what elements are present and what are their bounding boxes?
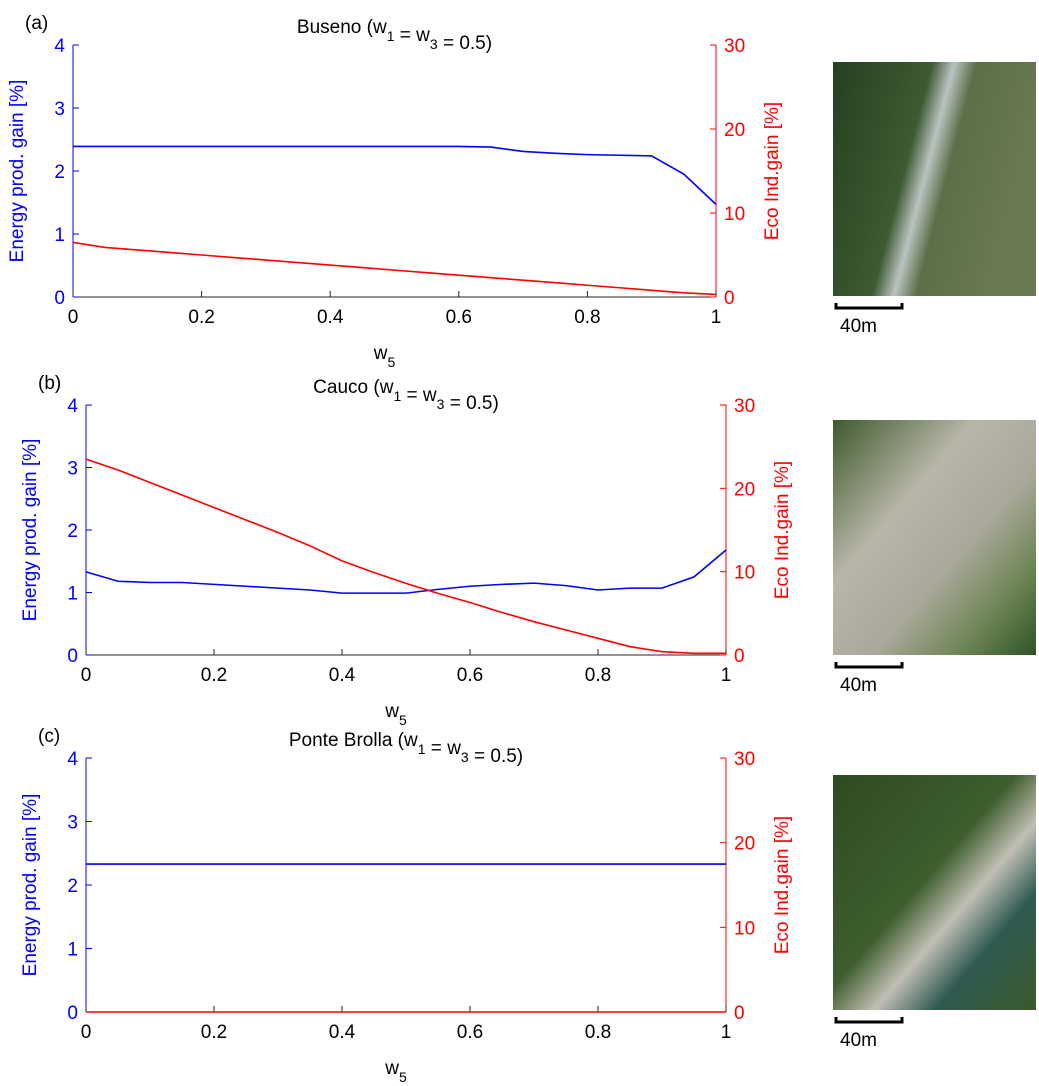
- y-tick-label: 2: [54, 162, 65, 183]
- y2-tick-label: 30: [724, 36, 745, 57]
- y-tick-label: 1: [67, 940, 78, 961]
- x-axis-label: w5: [384, 701, 407, 728]
- x-tick-label: 0.4: [329, 1022, 356, 1043]
- aerial-photo: [833, 62, 1036, 296]
- y-axis-label: Energy prod. gain [%]: [20, 794, 41, 977]
- aerial-photo: [833, 420, 1036, 655]
- x-tick-label: 0.2: [188, 307, 214, 328]
- x-tick-label: 0.8: [585, 1022, 611, 1043]
- x-tick-label: 0.4: [329, 665, 356, 686]
- x-tick-label: 0.8: [585, 665, 611, 686]
- x-tick-label: 0: [81, 665, 92, 686]
- y2-tick-label: 20: [734, 479, 755, 500]
- y2-tick-label: 0: [734, 1003, 745, 1024]
- x-tick-label: 0.2: [201, 665, 227, 686]
- x-axis-label: w5: [373, 343, 396, 370]
- y2-axis-label: Eco Ind.gain [%]: [762, 102, 783, 240]
- x-tick-label: 0.8: [574, 307, 600, 328]
- panel-label: (c): [38, 726, 60, 747]
- data-line: [85, 458, 726, 655]
- y-tick-label: 0: [54, 288, 65, 309]
- x-tick-label: 0.2: [201, 1022, 227, 1043]
- y-tick-label: 0: [67, 646, 78, 667]
- scale-bar: [834, 303, 904, 310]
- panel-label: (b): [38, 373, 61, 394]
- y2-tick-label: 10: [734, 563, 755, 584]
- chart-title: Cauco (w1 = w3 = 0.5): [313, 377, 499, 414]
- y-axis-label: Energy prod. gain [%]: [20, 439, 41, 622]
- x-tick-label: 0.4: [317, 307, 344, 328]
- y2-axis-label: Eco Ind.gain [%]: [772, 461, 793, 599]
- y2-tick-label: 20: [734, 834, 755, 855]
- data-line: [72, 241, 717, 296]
- y-tick-label: 4: [54, 36, 65, 57]
- chart-title: Ponte Brolla (w1 = w3 = 0.5): [289, 730, 523, 767]
- y2-tick-label: 10: [724, 204, 745, 225]
- x-tick-label: 0.6: [446, 307, 472, 328]
- scale-label: 40m: [840, 1030, 877, 1051]
- x-tick-label: 1: [721, 665, 732, 686]
- y2-axis-label: Eco Ind.gain [%]: [772, 816, 793, 954]
- y2-tick-label: 30: [734, 749, 755, 770]
- y-tick-label: 0: [67, 1003, 78, 1024]
- y2-tick-label: 0: [734, 646, 745, 667]
- y-tick-label: 1: [54, 225, 65, 246]
- y-tick-label: 2: [67, 521, 78, 542]
- y2-tick-label: 0: [724, 288, 735, 309]
- chart-title: Buseno (w1 = w3 = 0.5): [297, 17, 492, 54]
- y2-tick-label: 20: [724, 120, 745, 141]
- panel-label: (a): [25, 13, 48, 34]
- x-tick-label: 1: [721, 1022, 732, 1043]
- y-tick-label: 3: [67, 813, 78, 834]
- x-tick-label: 0.6: [457, 665, 483, 686]
- x-tick-label: 0: [68, 307, 79, 328]
- y-tick-label: 4: [67, 396, 78, 417]
- y-tick-label: 3: [54, 99, 65, 120]
- y-tick-label: 4: [67, 749, 78, 770]
- scale-bar: [834, 662, 904, 669]
- y-tick-label: 1: [67, 584, 78, 605]
- x-tick-label: 1: [711, 307, 722, 328]
- scale-label: 40m: [840, 675, 877, 696]
- x-tick-label: 0: [81, 1022, 92, 1043]
- x-tick-label: 0.6: [457, 1022, 483, 1043]
- data-line: [73, 145, 717, 205]
- y-axis-label: Energy prod. gain [%]: [7, 80, 28, 263]
- y-tick-label: 3: [67, 459, 78, 480]
- y2-tick-label: 30: [734, 396, 755, 417]
- y2-tick-label: 10: [734, 918, 755, 939]
- scale-label: 40m: [840, 316, 877, 337]
- aerial-photo: [833, 775, 1036, 1010]
- scale-bar: [834, 1017, 904, 1024]
- x-axis-label: w5: [384, 1058, 407, 1085]
- y-tick-label: 2: [67, 876, 78, 897]
- data-line: [85, 549, 727, 594]
